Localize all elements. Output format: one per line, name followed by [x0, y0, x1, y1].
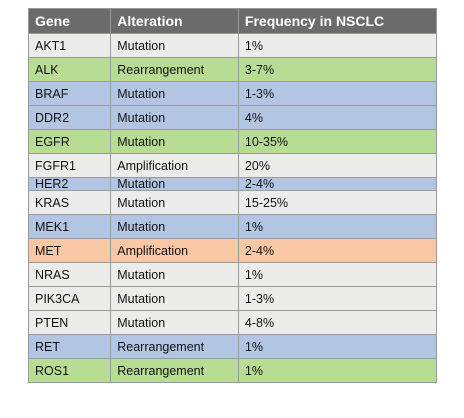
table-row: BRAF Mutation 1-3% — [27, 81, 438, 106]
alteration-cell: Mutation — [110, 286, 239, 311]
gene-cell: RET — [27, 334, 112, 359]
alteration-cell: Amplification — [110, 153, 239, 178]
gene-cell: BRAF — [27, 81, 112, 106]
frequency-cell: 1-3% — [237, 81, 438, 106]
alteration-cell: Mutation — [110, 214, 239, 239]
table-row: MET Amplification 2-4% — [27, 238, 438, 263]
frequency-cell: 4% — [237, 105, 438, 130]
table-row: RET Rearrangement 1% — [27, 334, 438, 359]
alteration-cell: Mutation — [110, 129, 239, 154]
alteration-cell: Mutation — [110, 190, 239, 215]
gene-cell: FGFR1 — [27, 153, 112, 178]
frequency-cell: 2-4% — [237, 238, 438, 263]
gene-alteration-table: Gene Alteration Frequency in NSCLC AKT1 … — [27, 8, 438, 383]
table-row: PIK3CA Mutation 1-3% — [27, 286, 438, 311]
table-row: EGFR Mutation 10-35% — [27, 129, 438, 154]
frequency-cell: 1% — [237, 358, 438, 383]
frequency-cell: 10-35% — [237, 129, 438, 154]
gene-cell: DDR2 — [27, 105, 112, 130]
gene-cell: KRAS — [27, 190, 112, 215]
gene-cell: ALK — [27, 57, 112, 82]
header-alteration: Alteration — [110, 8, 239, 34]
alteration-cell: Mutation — [110, 81, 239, 106]
table-row: PTEN Mutation 4-8% — [27, 310, 438, 335]
table-row: AKT1 Mutation 1% — [27, 33, 438, 58]
alteration-cell: Mutation — [110, 33, 239, 58]
table-row: ROS1 Rearrangement 1% — [27, 358, 438, 383]
gene-cell: ROS1 — [27, 358, 112, 383]
header-gene: Gene — [27, 8, 112, 34]
gene-cell: AKT1 — [27, 33, 112, 58]
table-row: NRAS Mutation 1% — [27, 262, 438, 287]
frequency-cell: 20% — [237, 153, 438, 178]
table-row: DDR2 Mutation 4% — [27, 105, 438, 130]
gene-cell: PTEN — [27, 310, 112, 335]
alteration-cell: Amplification — [110, 238, 239, 263]
table-row: FGFR1 Amplification 20% — [27, 153, 438, 178]
alteration-cell: Mutation — [110, 262, 239, 287]
alteration-cell: Mutation — [110, 105, 239, 130]
table-row: HER2 Mutation 2-4% — [27, 177, 438, 191]
table-row: MEK1 Mutation 1% — [27, 214, 438, 239]
frequency-cell: 4-8% — [237, 310, 438, 335]
frequency-cell: 1% — [237, 214, 438, 239]
gene-cell: PIK3CA — [27, 286, 112, 311]
gene-cell: NRAS — [27, 262, 112, 287]
frequency-cell: 1% — [237, 334, 438, 359]
frequency-cell: 1% — [237, 262, 438, 287]
header-row: Gene Alteration Frequency in NSCLC — [27, 8, 438, 34]
gene-cell: EGFR — [27, 129, 112, 154]
gene-cell: MET — [27, 238, 112, 263]
frequency-cell: 1-3% — [237, 286, 438, 311]
alteration-cell: Rearrangement — [110, 334, 239, 359]
header-frequency: Frequency in NSCLC — [237, 8, 438, 34]
table-row: KRAS Mutation 15-25% — [27, 190, 438, 215]
gene-cell: MEK1 — [27, 214, 112, 239]
alteration-cell: Mutation — [110, 177, 239, 191]
alteration-cell: Rearrangement — [110, 358, 239, 383]
frequency-cell: 1% — [237, 33, 438, 58]
frequency-cell: 3-7% — [237, 57, 438, 82]
gene-cell: HER2 — [27, 177, 112, 191]
frequency-cell: 2-4% — [237, 177, 438, 191]
alteration-cell: Mutation — [110, 310, 239, 335]
alteration-cell: Rearrangement — [110, 57, 239, 82]
table-row: ALK Rearrangement 3-7% — [27, 57, 438, 82]
frequency-cell: 15-25% — [237, 190, 438, 215]
